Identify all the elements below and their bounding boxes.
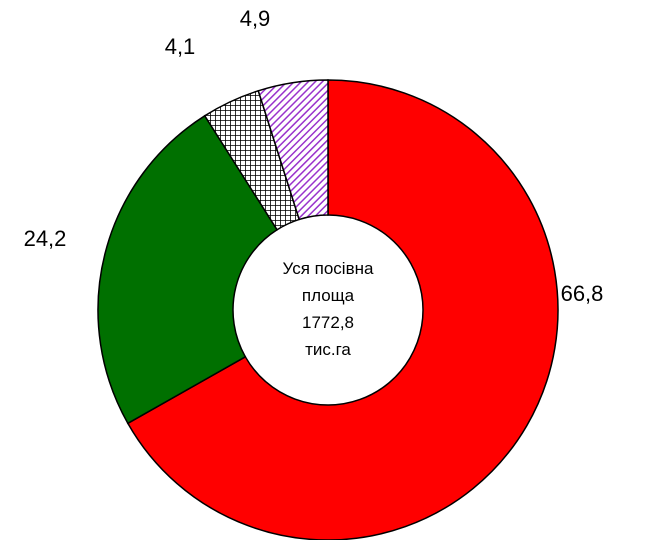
donut-slice	[97, 114, 279, 425]
center-text: тис.га	[305, 340, 351, 359]
center-text: 1772,8	[302, 313, 354, 332]
donut-slice	[257, 79, 329, 221]
center-text: Уся посівна	[283, 259, 374, 278]
data-label: 4,9	[240, 6, 271, 31]
data-label: 4,1	[165, 34, 196, 59]
data-label: 66,8	[561, 281, 604, 306]
center-text: площа	[302, 286, 355, 305]
data-label: 24,2	[24, 226, 67, 251]
donut-slice	[126, 79, 559, 540]
